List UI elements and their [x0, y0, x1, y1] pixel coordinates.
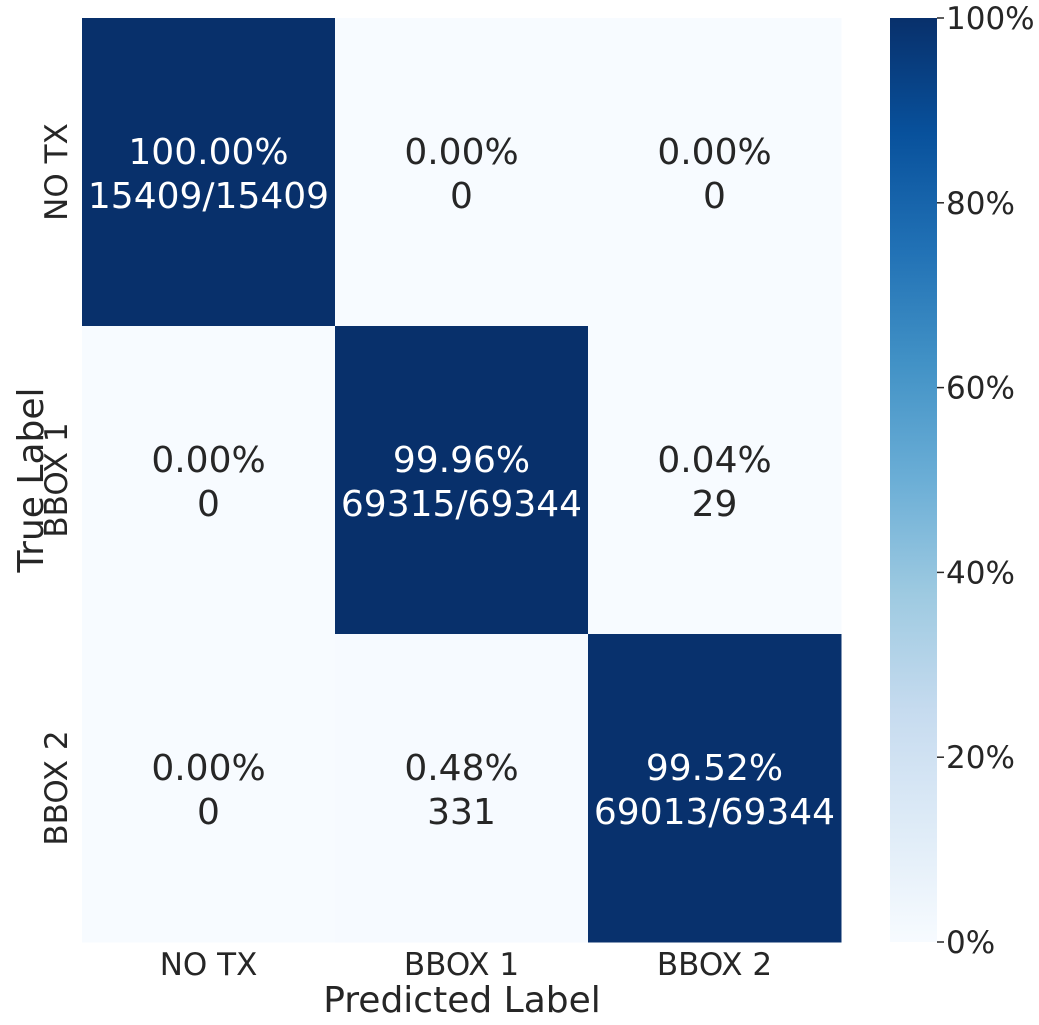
cell-percent-label: 0.48% — [404, 748, 518, 789]
y-tick-label: BBOX 2 — [39, 730, 75, 845]
colorbar — [890, 18, 937, 942]
cell-count-label: 69013/69344 — [594, 792, 835, 833]
heatmap-cell — [588, 634, 842, 943]
x-tick-label: BBOX 2 — [657, 947, 772, 983]
colorbar-tick-label: 100% — [946, 1, 1035, 37]
heatmap-cell — [335, 326, 589, 635]
heatmap-cell — [335, 18, 589, 327]
heatmap-cell-labels: 100.00%15409/154090.00%00.00%00.00%099.9… — [88, 132, 835, 833]
y-tick-label: BBOX 1 — [39, 422, 75, 537]
x-axis-ticks: NO TX BBOX 1 BBOX 2 — [160, 947, 772, 983]
cell-count-label: 0 — [197, 792, 220, 833]
cell-percent-label: 99.96% — [393, 440, 530, 481]
heatmap-cell — [588, 326, 842, 635]
heatmap-cell — [82, 634, 336, 943]
y-axis-label: True Label — [11, 387, 52, 573]
cell-count-label: 29 — [692, 484, 738, 525]
heatmap-cells — [82, 18, 842, 943]
cell-count-label: 0 — [703, 176, 726, 217]
cell-percent-label: 0.04% — [657, 440, 771, 481]
heatmap-cell — [82, 326, 336, 635]
colorbar-tick-label: 40% — [946, 555, 1015, 591]
cell-count-label: 15409/15409 — [88, 176, 329, 217]
colorbar-tick-label: 80% — [946, 186, 1015, 222]
cell-percent-label: 0.00% — [151, 440, 265, 481]
colorbar-tick-label: 0% — [946, 925, 995, 961]
cell-count-label: 69315/69344 — [341, 484, 582, 525]
cell-percent-label: 0.00% — [404, 132, 518, 173]
x-tick-label: BBOX 1 — [404, 947, 519, 983]
y-axis-ticks: NO TX BBOX 1 BBOX 2 — [39, 123, 75, 845]
heatmap-cell — [588, 18, 842, 327]
colorbar-ticks: 0% 20% 40% 60% 80% 100% — [937, 1, 1035, 961]
x-axis-label: Predicted Label — [323, 980, 601, 1021]
cell-percent-label: 99.52% — [646, 748, 783, 789]
heatmap-cell — [335, 634, 589, 943]
cell-count-label: 331 — [427, 792, 496, 833]
cell-percent-label: 0.00% — [657, 132, 771, 173]
colorbar-tick-label: 20% — [946, 740, 1015, 776]
cell-count-label: 0 — [450, 176, 473, 217]
cell-percent-label: 0.00% — [151, 748, 265, 789]
y-tick-label: NO TX — [39, 123, 75, 221]
cell-count-label: 0 — [197, 484, 220, 525]
colorbar-tick-label: 60% — [946, 371, 1015, 407]
x-tick-label: NO TX — [160, 947, 258, 983]
heatmap-cell — [82, 18, 336, 327]
cell-percent-label: 100.00% — [128, 132, 288, 173]
